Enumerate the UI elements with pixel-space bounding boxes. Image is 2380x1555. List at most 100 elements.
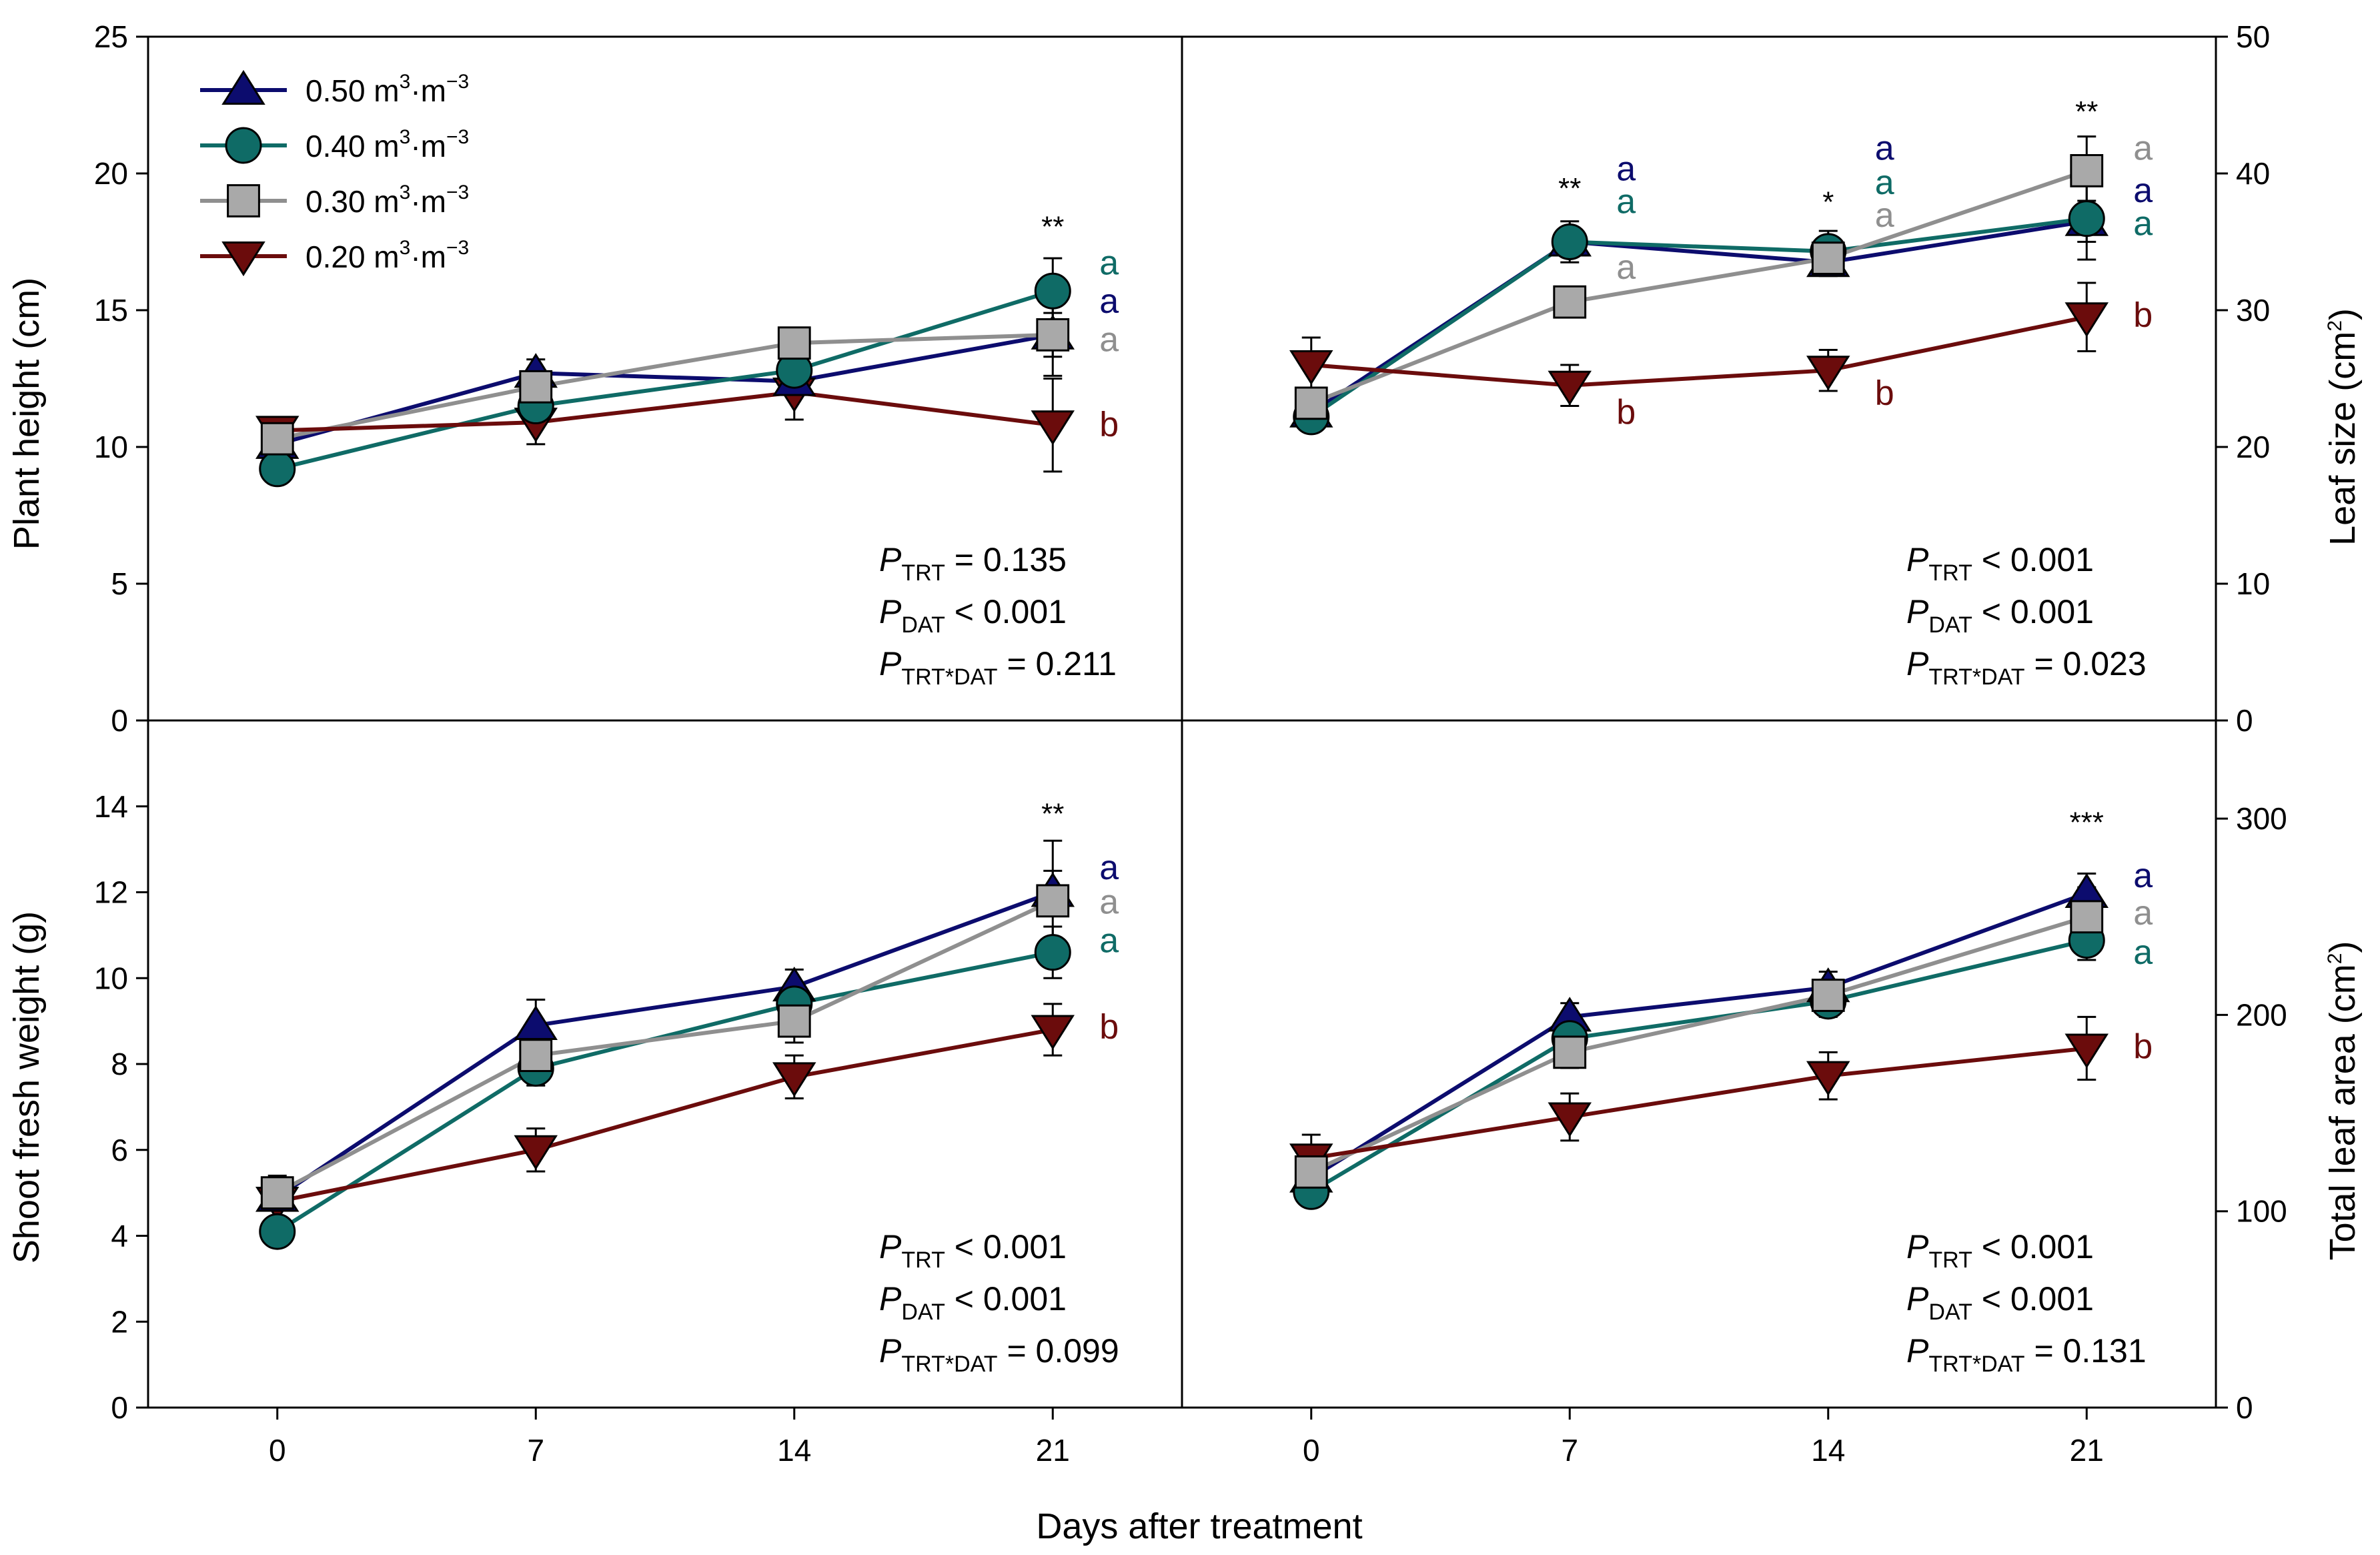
y-tick-label: 10 — [2236, 566, 2270, 601]
data-point-020 — [514, 1135, 558, 1170]
y-tick-label: 200 — [2236, 997, 2287, 1032]
data-point-030 — [1553, 1035, 1587, 1069]
stats-line: PTRT < 0.001 — [1906, 541, 2094, 586]
series-line-050 — [1310, 891, 2088, 1180]
significance-letter: a — [2133, 204, 2153, 243]
significance-letter: a — [2133, 171, 2153, 210]
y-tick-label: 15 — [94, 293, 128, 328]
y-tick-label: 20 — [2236, 430, 2270, 464]
y-tick-label: 0 — [111, 703, 128, 738]
y-axis-label-total-leaf-area: Total leaf area (cm2) — [2323, 941, 2363, 1261]
significance-letter: a — [1099, 922, 1119, 961]
y-axis-label-shoot-weight: Shoot fresh weight (g) — [7, 911, 47, 1263]
x-tick-label: 21 — [2070, 1433, 2104, 1468]
stats-line: PTRT < 0.001 — [1906, 1228, 2094, 1273]
stats-line: PTRT*DAT = 0.023 — [1906, 645, 2147, 690]
series-line-030 — [1310, 169, 2088, 406]
y-axis-label-plant-height: Plant height (cm) — [7, 278, 47, 550]
stats-line: PTRT*DAT = 0.099 — [879, 1332, 1119, 1377]
data-point-030 — [519, 1039, 553, 1073]
y-tick-label: 12 — [94, 875, 128, 910]
significance-letter: b — [1616, 393, 1636, 432]
panel-frame-bottom-right — [1181, 719, 2217, 1409]
series-line-030 — [277, 332, 1053, 441]
y-tick-label: 8 — [111, 1047, 128, 1081]
data-point-020 — [2064, 302, 2109, 338]
y-tick-label: 20 — [94, 156, 128, 191]
series-line-040 — [1310, 216, 2087, 419]
x-tick-label: 7 — [1561, 1433, 1578, 1468]
y-axis-label-leaf-size: Leaf size (cm2) — [2323, 308, 2363, 546]
y-tick-label: 40 — [2236, 156, 2270, 191]
data-point-030 — [2070, 900, 2104, 934]
significance-letter: a — [1099, 282, 1119, 321]
data-point-040 — [259, 450, 296, 488]
stats-line: PTRT = 0.135 — [879, 541, 1067, 586]
significance-letter: a — [1875, 129, 1894, 168]
series-line-050 — [276, 332, 1053, 446]
y-tick-label: 25 — [94, 19, 128, 54]
data-point-030 — [777, 326, 811, 360]
series-line-030 — [276, 899, 1054, 1195]
data-point-030 — [260, 422, 294, 456]
stats-line: PDAT < 0.001 — [879, 1280, 1067, 1325]
data-point-040 — [2068, 200, 2105, 237]
x-tick-label: 21 — [1036, 1433, 1070, 1468]
y-tick-label: 2 — [111, 1304, 128, 1339]
series-line-050 — [276, 890, 1054, 1199]
data-point-040 — [1034, 934, 1071, 971]
data-point-040 — [1551, 223, 1588, 260]
legend-marker-030 — [227, 184, 260, 217]
series-line-020 — [277, 1027, 1053, 1203]
y-tick-label: 0 — [111, 1390, 128, 1425]
data-point-030 — [1294, 1155, 1328, 1189]
x-tick-label: 14 — [777, 1433, 811, 1468]
significance-stars: ** — [1041, 210, 1064, 243]
data-point-030 — [1294, 386, 1328, 420]
panel-bottom-left: 0 2 4 6 8 10 12 14 0 7 14 21 ** aaa b PTRT < 0.001 PDAT … — [94, 789, 1119, 1468]
series-line-040 — [276, 950, 1053, 1233]
significance-letter: a — [2133, 129, 2153, 168]
y-tick-label: 300 — [2236, 801, 2287, 836]
significance-letter: a — [1875, 196, 1894, 235]
y-tick-label: 50 — [2236, 19, 2270, 54]
data-point-020 — [1806, 1061, 1850, 1096]
significance-letter: a — [1616, 149, 1636, 188]
y-tick-label: 10 — [94, 961, 128, 995]
data-point-020 — [1031, 410, 1075, 446]
y-tick-label: 4 — [111, 1219, 128, 1253]
significance-letter: b — [1099, 1007, 1119, 1046]
series-line-020 — [1311, 315, 2087, 388]
data-point-020 — [1289, 350, 1333, 386]
stats-line: PTRT < 0.001 — [879, 1228, 1067, 1273]
stats-line: PTRT*DAT = 0.131 — [1906, 1332, 2147, 1377]
data-point-040 — [1034, 272, 1071, 310]
data-point-020 — [772, 1062, 816, 1097]
significance-letter: a — [2133, 933, 2153, 972]
significance-letter: a — [1875, 163, 1894, 202]
y-tick-label: 10 — [94, 430, 128, 464]
stats-line: PDAT < 0.001 — [1906, 593, 2094, 638]
significance-stars: ** — [1041, 798, 1064, 831]
legend-label-040: 0.40 m3·m−3 — [306, 126, 469, 163]
data-point-020 — [1548, 1102, 1592, 1137]
stats-line: PDAT < 0.001 — [1906, 1280, 2094, 1325]
legend: 0.50 m3·m−3 0.40 m3·m−3 0.30 m3·m−3 0.20 m3… — [200, 69, 469, 277]
series-line-020 — [1311, 1046, 2087, 1161]
x-tick-label: 14 — [1811, 1433, 1845, 1468]
significance-letter: b — [1875, 374, 1894, 412]
y-tick-label: 6 — [111, 1133, 128, 1167]
x-axis-label: Days after treatment — [1036, 1506, 1362, 1546]
y-tick-label: 30 — [2236, 293, 2270, 328]
significance-stars: *** — [2070, 807, 2104, 839]
data-point-020 — [2064, 1033, 2109, 1069]
series-line-040 — [277, 289, 1054, 471]
legend-marker-050 — [221, 69, 265, 105]
data-point-030 — [1811, 979, 1845, 1012]
significance-letter: b — [2133, 296, 2153, 335]
y-tick-label: 14 — [94, 789, 128, 824]
series-line-050 — [1310, 219, 2087, 415]
legend-marker-040 — [225, 127, 262, 164]
